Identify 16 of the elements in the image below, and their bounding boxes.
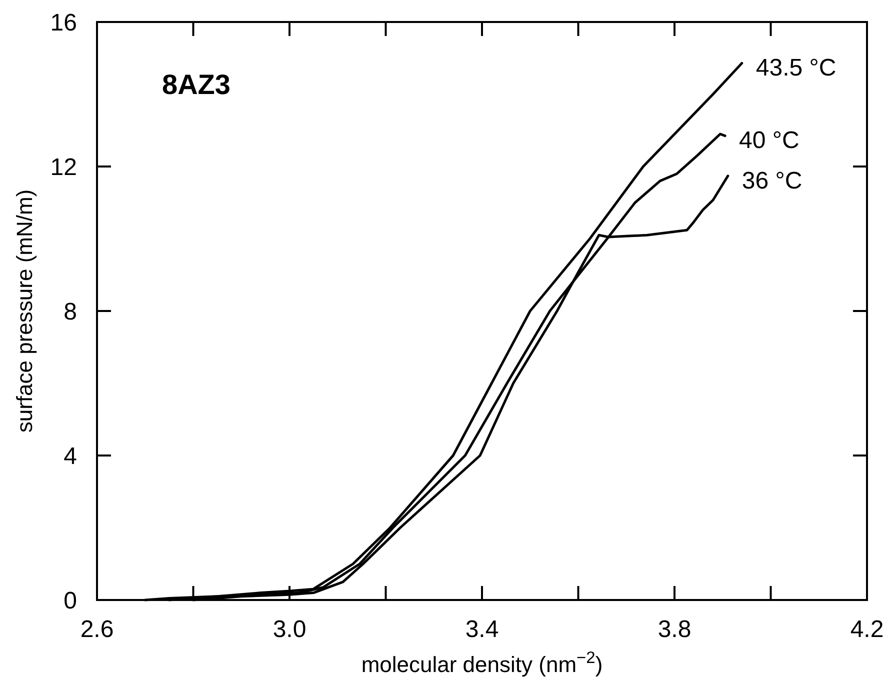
y-tick-label: 16 <box>50 9 77 36</box>
y-tick-label: 0 <box>64 587 77 614</box>
x-tick-label: 4.2 <box>850 616 884 644</box>
x-tick-label: 3.0 <box>272 616 306 644</box>
legend-label: 36 °C <box>742 167 802 194</box>
x-tick-label: 3.8 <box>658 616 692 644</box>
y-tick-label: 4 <box>64 442 77 470</box>
x-tick-label: 3.4 <box>465 616 499 644</box>
y-tick-label: 8 <box>64 298 77 326</box>
x-tick-label: 2.6 <box>80 616 114 644</box>
annotation: 8AZ3 <box>162 69 230 100</box>
x-axis-title: molecular density (nm$^{−2}$) <box>361 649 603 677</box>
series-label: 40 °C <box>739 127 800 154</box>
y-tick-label: 12 <box>50 154 77 181</box>
y-axis-title: surface pressure (mN/m) <box>12 189 37 433</box>
series-label: 43.5 °C <box>756 54 836 82</box>
